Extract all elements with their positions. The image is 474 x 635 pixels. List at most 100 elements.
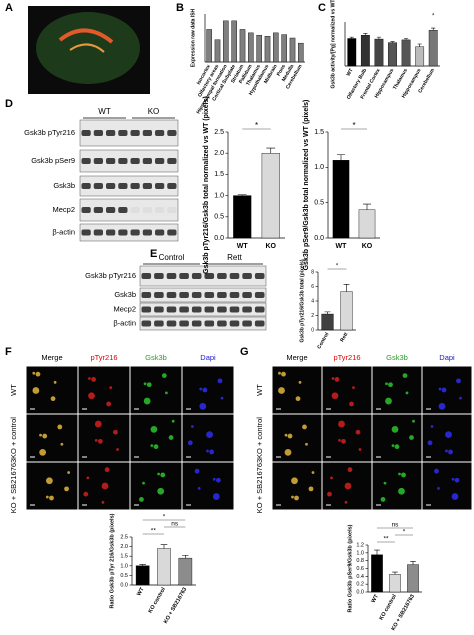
band	[130, 158, 140, 164]
cell	[394, 444, 400, 450]
cell	[459, 396, 462, 400]
cell	[150, 425, 158, 433]
cell	[217, 378, 223, 384]
cell	[438, 387, 442, 391]
panel-letter: D	[5, 98, 13, 110]
band	[167, 183, 177, 189]
x-tick-label: WT	[336, 243, 348, 250]
cell	[91, 377, 96, 382]
cell	[46, 477, 53, 485]
bar	[256, 35, 262, 63]
error-bar	[237, 194, 247, 196]
cell	[430, 425, 434, 428]
channel-label: Gsk3b	[145, 353, 167, 362]
band	[242, 292, 252, 298]
y-tick-label: 0.5	[314, 200, 324, 207]
cell	[39, 433, 42, 437]
y-tick-label: 0.0	[214, 235, 224, 242]
cell	[157, 487, 165, 495]
bar	[360, 35, 370, 67]
cell	[409, 435, 414, 440]
bar	[389, 574, 401, 593]
cell	[308, 486, 314, 492]
micrograph	[422, 414, 472, 462]
x-tick-label: Rett	[339, 331, 349, 343]
significance-label: ns	[392, 522, 400, 529]
cell	[42, 433, 48, 439]
cell	[338, 420, 345, 428]
band	[191, 273, 202, 279]
error-bar	[431, 27, 436, 31]
band	[142, 183, 152, 189]
micrograph	[26, 462, 78, 510]
band	[142, 130, 152, 136]
cell	[171, 419, 175, 423]
bar	[289, 37, 296, 63]
channel-label: Dapi	[439, 353, 455, 362]
brain-section	[28, 6, 150, 94]
blot-strip	[79, 223, 179, 242]
cell	[32, 371, 36, 375]
y-axis-label: Ratio Gsk3b pSer9/Gsk3b (pixels)	[347, 524, 353, 612]
cell	[383, 481, 387, 485]
cell	[165, 391, 168, 395]
cell	[191, 425, 194, 428]
cell	[291, 477, 298, 485]
blot-strip	[79, 198, 179, 222]
band	[166, 306, 177, 313]
cell	[278, 371, 281, 375]
cell	[202, 387, 208, 393]
significance-label: *	[432, 14, 435, 20]
bar	[340, 291, 353, 331]
panel-letter: E	[150, 248, 157, 260]
band	[166, 273, 177, 279]
band	[229, 306, 240, 313]
cell	[94, 420, 102, 428]
cell	[106, 401, 112, 407]
cell	[338, 439, 341, 442]
band	[179, 273, 189, 279]
x-tick-label: WT	[237, 243, 249, 250]
error-bar	[362, 203, 372, 210]
bar	[281, 34, 287, 63]
cell	[109, 386, 113, 389]
x-tick-label: KO	[362, 243, 373, 250]
micrograph	[372, 462, 422, 510]
cell	[284, 449, 292, 456]
band	[141, 306, 152, 313]
panel-letter: F	[5, 346, 12, 358]
band	[118, 158, 128, 164]
band	[204, 306, 215, 313]
cell	[278, 387, 285, 394]
cell	[451, 493, 459, 500]
panel-letter: B	[176, 2, 184, 14]
cell	[344, 500, 348, 504]
error-bar	[410, 561, 416, 565]
cell	[445, 449, 448, 453]
bar	[298, 42, 304, 63]
y-tick-label: 0.2	[356, 582, 364, 588]
band	[179, 292, 189, 298]
band	[217, 320, 227, 327]
error-bar	[139, 564, 146, 566]
cell	[206, 449, 209, 453]
condition-label: KO + SB216763	[255, 459, 264, 513]
blot-row-label: Mecp2	[52, 205, 75, 214]
y-tick-label: 1.5	[314, 129, 324, 136]
band	[154, 306, 164, 313]
cell	[209, 449, 215, 455]
cell	[194, 468, 200, 474]
channel-label: Dapi	[200, 353, 216, 362]
panel-letter: A	[5, 2, 13, 14]
y-tick-label: 1.5	[214, 171, 224, 178]
cell	[391, 444, 395, 448]
micrograph	[78, 366, 130, 414]
error-bar	[390, 41, 395, 43]
error-bar	[349, 36, 354, 39]
cell	[295, 396, 301, 402]
blot-row-label: β-actin	[52, 227, 75, 236]
band	[167, 158, 177, 164]
cell	[388, 382, 393, 388]
y-tick-label: 6	[311, 284, 314, 290]
band	[118, 130, 128, 136]
